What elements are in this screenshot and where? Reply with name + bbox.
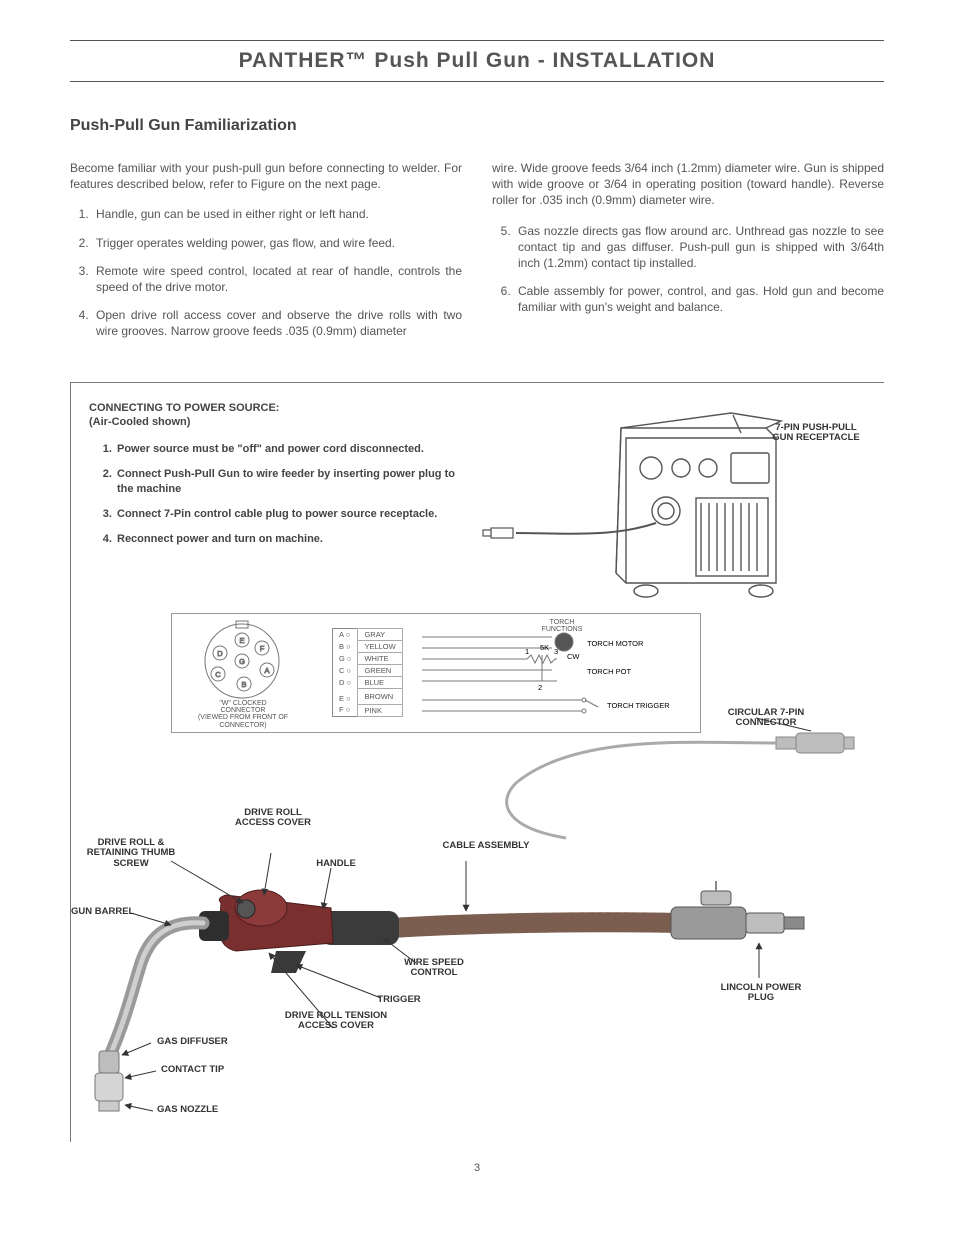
page-number: 3 <box>70 1162 884 1174</box>
connect-title-l2: (Air-Cooled shown) <box>89 416 190 428</box>
handle-label: HANDLE <box>301 859 371 870</box>
t3-label: 3 <box>554 647 558 656</box>
connect-steps: Power source must be "off" and power cor… <box>89 442 469 546</box>
t2-label: 2 <box>538 683 542 692</box>
intro-paragraph: Become familiar with your push-pull gun … <box>70 160 462 192</box>
familiarization-list-left: Handle, gun can be used in either right … <box>70 206 462 339</box>
pin-color: GREEN <box>358 664 402 676</box>
pin-color: WHITE <box>358 652 402 664</box>
list-item: Handle, gun can be used in either right … <box>92 206 462 222</box>
col-left: Become familiar with your push-pull gun … <box>70 160 462 352</box>
list-item: Open drive roll access cover and observe… <box>92 307 462 339</box>
svg-text:D: D <box>217 649 223 658</box>
pin-connector-icon: E F D G A C B <box>190 618 295 713</box>
pin-sub1: CONNECTOR <box>221 707 266 714</box>
list-item: Cable assembly for power, control, and g… <box>514 283 884 315</box>
svg-text:F: F <box>260 644 265 653</box>
list-item: Trigger operates welding power, gas flow… <box>92 235 462 251</box>
figure-box: CONNECTING TO POWER SOURCE: (Air-Cooled … <box>70 382 884 1142</box>
list-item: Remote wire speed control, located at re… <box>92 263 462 295</box>
col-right: wire. Wide groove feeds 3/64 inch (1.2mm… <box>492 160 884 352</box>
pin-color: PINK <box>358 704 402 716</box>
cable-label: CABLE ASSEMBLY <box>431 841 541 852</box>
tension-cover-label: DRIVE ROLL TENSION ACCESS COVER <box>281 1011 391 1033</box>
list-item: Gas nozzle directs gas flow around arc. … <box>514 223 884 272</box>
connect-step: Power source must be "off" and power cor… <box>115 442 469 457</box>
familiarization-list-right: Gas nozzle directs gas flow around arc. … <box>492 223 884 316</box>
connect-block: CONNECTING TO POWER SOURCE: (Air-Cooled … <box>89 401 469 547</box>
connect-step: Connect Push-Pull Gun to wire feeder by … <box>115 467 469 497</box>
svg-text:E: E <box>239 636 244 645</box>
svg-text:C: C <box>215 670 221 679</box>
svg-text:B: B <box>241 680 246 689</box>
barrel-label: GUN BARREL <box>71 907 151 918</box>
torch-functions-icon: TORCH MOTOR CW TORCH POT TORCH TRIGGER 1… <box>422 632 692 722</box>
familiarization-columns: Become familiar with your push-pull gun … <box>70 160 884 352</box>
torch-motor-label: TORCH MOTOR <box>587 639 644 648</box>
pin-color: GRAY <box>358 628 402 640</box>
pin-sub2: (VIEWED FROM FRONT OF CONNECTOR) <box>198 714 288 728</box>
contact-tip-label: CONTACT TIP <box>161 1065 261 1076</box>
diffuser-label: GAS DIFFUSER <box>157 1037 257 1048</box>
pin-color: YELLOW <box>358 640 402 652</box>
welder-machine-icon <box>501 403 801 628</box>
torch-pot-label: TORCH POT <box>587 667 631 676</box>
svg-text:A: A <box>264 666 269 675</box>
section-heading: Push-Pull Gun Familiarization <box>70 117 884 135</box>
connect-title: CONNECTING TO POWER SOURCE: (Air-Cooled … <box>89 401 469 431</box>
pin-heading: "W" CLOCKED <box>219 700 266 707</box>
cw-label: CW <box>567 652 580 661</box>
torch-trigger-label: TORCH TRIGGER <box>607 701 670 710</box>
pin-diagram-box: E F D G A C B "W" CLOCKED CONNECTOR (VIE… <box>171 613 701 733</box>
connect-step: Connect 7-Pin control cable plug to powe… <box>115 507 469 522</box>
receptacle-label: 7-PIN PUSH-PULL GUN RECEPTACLE <box>771 423 861 445</box>
lincoln-label: LINCOLN POWER PLUG <box>711 983 811 1005</box>
connect-title-l1: CONNECTING TO POWER SOURCE: <box>89 402 279 414</box>
svg-text:G: G <box>239 657 245 666</box>
wire-speed-label: WIRE SPEED CONTROL <box>389 958 479 980</box>
page-title: PANTHER™ Push Pull Gun - INSTALLATION <box>70 40 884 82</box>
t1-label: 1 <box>525 647 529 656</box>
drive-cover-label: DRIVE ROLL ACCESS COVER <box>233 808 313 830</box>
trigger-label: TRIGGER <box>364 995 434 1006</box>
connect-step: Reconnect power and turn on machine. <box>115 532 469 547</box>
r-label: 5K <box>540 643 549 652</box>
nozzle-label: GAS NOZZLE <box>157 1105 257 1116</box>
pin-color: BLUE <box>358 676 402 688</box>
pin-color: BROWN <box>358 688 402 704</box>
pin-color-table: A ○GRAY B ○YELLOW G ○WHITE C ○GREEN D ○B… <box>332 628 403 717</box>
pin-connector-caption: "W" CLOCKED CONNECTOR (VIEWED FROM FRONT… <box>177 700 309 729</box>
drive-thumb-label: DRIVE ROLL & RETAINING THUMB SCREW <box>81 838 181 871</box>
item4-continued: wire. Wide groove feeds 3/64 inch (1.2mm… <box>492 160 884 209</box>
